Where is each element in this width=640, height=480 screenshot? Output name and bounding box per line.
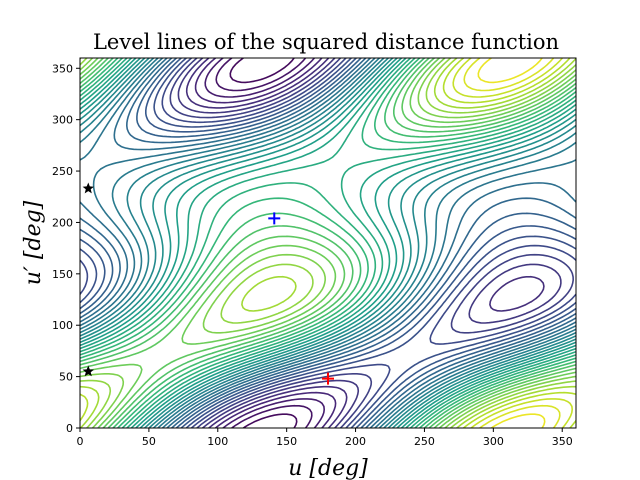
y-tick-label: 250 xyxy=(52,165,73,178)
plot-frame xyxy=(79,57,577,429)
contour-level-14 xyxy=(80,58,576,428)
y-tick-label: 50 xyxy=(59,371,73,384)
star-upper-marker xyxy=(82,182,94,194)
x-tick-label: 0 xyxy=(77,435,84,448)
contour-level-19 xyxy=(80,58,576,428)
contour-level-12 xyxy=(80,58,576,428)
x-tick-label: 300 xyxy=(483,435,504,448)
contour-level-11 xyxy=(80,58,576,428)
contour-level-8 xyxy=(80,58,576,428)
x-tick-label: 200 xyxy=(345,435,366,448)
contour-level-7 xyxy=(80,58,576,428)
plus-blue-marker xyxy=(268,212,281,225)
x-tick-label: 350 xyxy=(552,435,573,448)
y-tick-label: 100 xyxy=(52,319,73,332)
contour-level-9 xyxy=(80,58,576,428)
x-tick-label: 250 xyxy=(414,435,435,448)
contour-level-16 xyxy=(80,58,576,428)
star-lower-marker xyxy=(82,365,94,377)
x-axis-ticks: 0 50 100 150 200 250 300 350 xyxy=(77,428,573,448)
contour-level-17 xyxy=(80,58,576,428)
contour-level-25 xyxy=(80,58,576,428)
contour-level-18 xyxy=(80,58,576,428)
x-tick-label: 150 xyxy=(276,435,297,448)
plot-area xyxy=(79,57,577,429)
x-axis-label: u [deg] xyxy=(288,456,368,480)
contour-level-35 xyxy=(229,58,298,428)
contour-level-23 xyxy=(80,58,576,428)
contour-level-15 xyxy=(80,58,576,428)
y-tick-label: 200 xyxy=(52,216,73,229)
contour-lines xyxy=(80,58,576,428)
contour-level-29 xyxy=(169,58,574,428)
y-axis-ticks: 0 50 100 150 200 250 300 350 xyxy=(52,62,80,435)
contour-level-6 xyxy=(80,58,576,428)
contour-level-24 xyxy=(80,58,576,428)
y-tick-label: 350 xyxy=(52,62,73,75)
contour-level-33 xyxy=(204,58,325,428)
plus-red-marker xyxy=(322,372,334,385)
y-tick-label: 300 xyxy=(52,114,73,127)
contour-level-30 xyxy=(177,58,562,428)
markers xyxy=(82,182,334,385)
x-tick-label: 50 xyxy=(142,435,156,448)
contour-level-1 xyxy=(477,58,546,428)
contour-level-5 xyxy=(80,58,576,428)
y-tick-label: 0 xyxy=(66,422,73,435)
contour-level-13 xyxy=(80,58,576,428)
y-axis-label: u′ [deg] xyxy=(21,200,46,285)
contour-level-26 xyxy=(80,58,576,428)
y-tick-label: 150 xyxy=(52,268,73,281)
chart-title: Level lines of the squared distance func… xyxy=(93,30,559,54)
contour-level-31 xyxy=(185,58,545,428)
contour-level-3 xyxy=(452,58,573,428)
x-tick-label: 100 xyxy=(207,435,228,448)
